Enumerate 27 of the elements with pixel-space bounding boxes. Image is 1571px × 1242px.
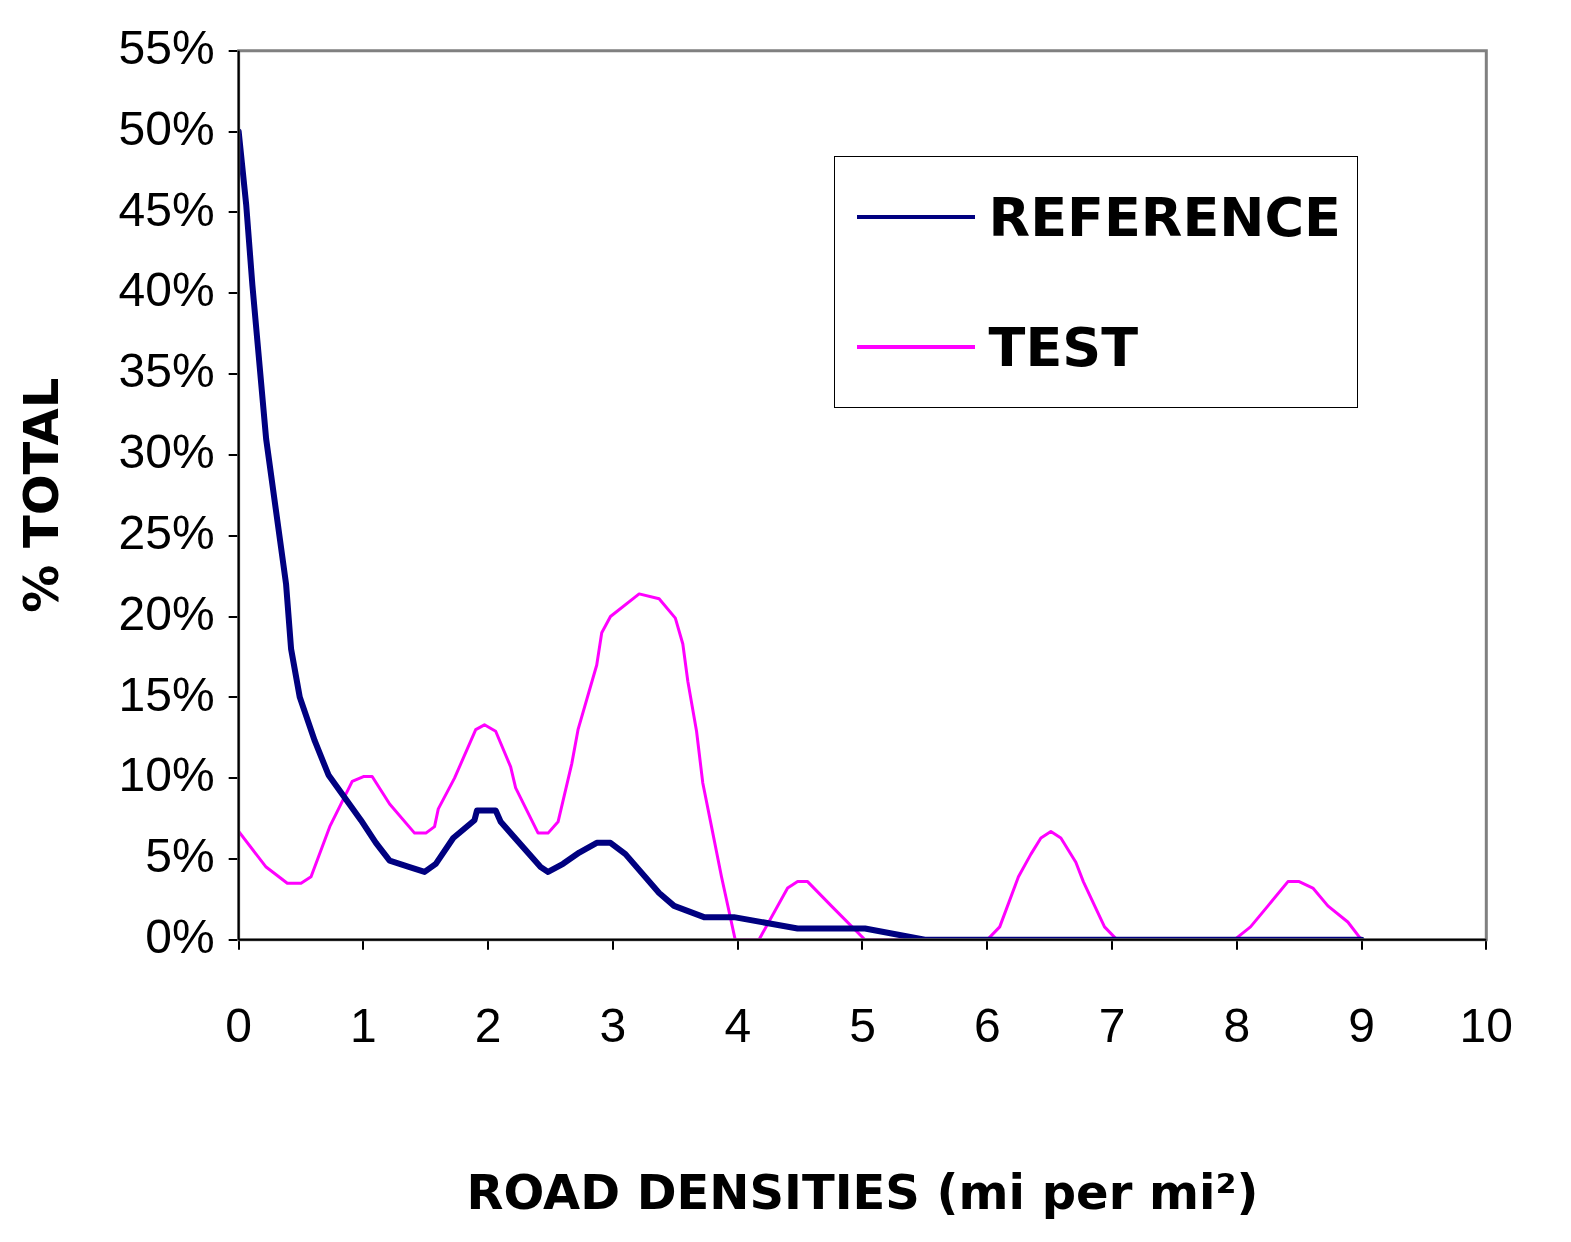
x-tick-label: 4	[724, 998, 752, 1052]
y-tick-label: 35%	[118, 344, 215, 398]
x-tick-label: 7	[1098, 998, 1126, 1052]
y-tick-label: 40%	[118, 263, 215, 317]
legend-label: TEST	[988, 315, 1139, 379]
y-tick-label: 25%	[118, 505, 215, 559]
y-tick-label: 0%	[145, 910, 215, 964]
y-tick-label: 30%	[118, 425, 215, 479]
legend-label: REFERENCE	[988, 185, 1341, 249]
x-axis-title: ROAD DENSITIES (mi per mi²)	[466, 1163, 1259, 1220]
y-tick-label: 5%	[145, 829, 215, 883]
x-tick-label: 3	[599, 998, 627, 1052]
y-tick-label: 45%	[118, 182, 215, 236]
x-tick-label: 2	[474, 998, 502, 1052]
x-tick-label: 1	[350, 998, 377, 1052]
y-tick-label: 15%	[118, 667, 215, 721]
y-tick-label: 55%	[118, 21, 215, 75]
y-tick-label: 10%	[118, 748, 215, 802]
x-tick-label: 9	[1348, 998, 1375, 1052]
x-tick-label: 5	[849, 998, 876, 1052]
y-tick-label: 50%	[118, 101, 215, 155]
x-tick-label: 6	[973, 998, 1001, 1052]
x-tick-label: 8	[1223, 998, 1251, 1052]
y-axis-title: % TOTAL	[13, 377, 70, 613]
x-tick-label: 0	[225, 998, 253, 1052]
y-tick-label: 20%	[118, 586, 215, 640]
x-tick-label: 10	[1459, 998, 1513, 1052]
